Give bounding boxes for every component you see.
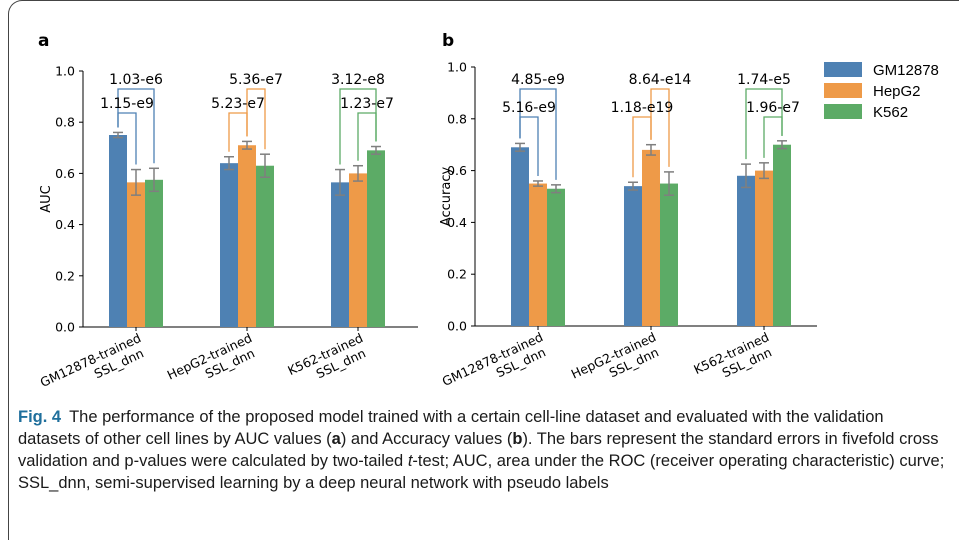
significance-bracket	[632, 116, 652, 178]
bar	[367, 150, 385, 327]
panel-b: b 0.0 0.2 0.4 0.6 0.8 1.0 Accuracy GM12878-train…	[439, 31, 817, 389]
bar	[145, 179, 163, 327]
bar	[127, 182, 145, 327]
legend-swatch	[824, 62, 862, 77]
panel-label-a: a	[38, 31, 49, 51]
significance-bracket	[117, 112, 137, 165]
y-tick-label: 0.2	[447, 267, 467, 282]
legend: GM12878 HepG2 K562	[824, 62, 939, 121]
y-tick-label: 0.2	[55, 268, 75, 283]
caption-text-2: ) and Accuracy values (	[340, 430, 513, 448]
bar	[238, 145, 256, 327]
significance-bracket	[519, 116, 539, 176]
p-value-label: 5.16-e9	[502, 100, 556, 116]
y-tick-label: 0.0	[447, 319, 467, 334]
y-tick-label: 0.0	[55, 320, 75, 335]
y-tick-label: 1.0	[55, 64, 75, 79]
bar	[660, 183, 678, 326]
p-value-label: 1.23-e7	[340, 96, 394, 112]
panel-label-b: b	[442, 31, 454, 51]
figure-caption: Fig. 4 The performance of the proposed mo…	[18, 406, 948, 494]
y-tick-label: 0.8	[55, 115, 75, 130]
caption-text-1: The performance of the proposed model tr…	[18, 408, 884, 448]
y-axis-title: AUC	[39, 185, 54, 213]
p-value-label: 1.18-e19	[611, 100, 674, 116]
bar	[755, 170, 773, 326]
y-tick-label: 0.6	[55, 166, 75, 181]
bar	[737, 175, 755, 326]
caption-ref-b: b	[512, 430, 523, 448]
y-tick-label: 0.6	[447, 163, 467, 178]
bar	[773, 144, 791, 326]
significance-bracket	[117, 88, 155, 164]
significance-bracket	[745, 88, 783, 160]
p-value-label: 4.85-e9	[511, 72, 565, 88]
p-value-label: 1.03-e6	[109, 72, 163, 88]
legend-swatch	[824, 104, 862, 119]
panel-a: a 0.0 0.2 0.4 0.6 0.8 1.0 AUC GM12878-trainedSSL…	[38, 31, 418, 390]
y-tick-label: 0.4	[55, 217, 75, 232]
caption-text-4: -test; AUC, area under the ROC (receiver…	[18, 452, 945, 492]
bar	[511, 147, 529, 326]
bar	[220, 163, 238, 327]
p-value-label: 3.12-e8	[331, 72, 385, 88]
bar	[547, 188, 565, 326]
significance-bracket	[357, 112, 377, 161]
bar	[642, 149, 660, 326]
figure-number: Fig. 4	[18, 408, 62, 426]
y-tick-label: 0.4	[447, 215, 467, 230]
figure-charts: a 0.0 0.2 0.4 0.6 0.8 1.0 AUC GM12878-trainedSSL…	[38, 31, 939, 390]
y-tick-label: 0.8	[447, 111, 467, 126]
caption-text-3: ). The bars represent the standard error…	[18, 430, 939, 470]
bar	[331, 182, 349, 327]
bar	[256, 165, 274, 327]
legend-label: HepG2	[873, 83, 921, 100]
caption-ref-a: a	[331, 430, 341, 448]
y-tick-label: 1.0	[447, 60, 467, 75]
y-axis-title: Accuracy	[439, 167, 454, 227]
significance-bracket	[519, 88, 557, 180]
bar	[349, 173, 367, 327]
p-value-label: 5.23-e7	[211, 96, 265, 112]
p-value-label: 1.15-e9	[100, 96, 154, 112]
p-value-label: 8.64-e14	[629, 72, 692, 88]
significance-bracket	[228, 112, 248, 152]
bar	[529, 183, 547, 326]
bar	[624, 186, 642, 326]
p-value-label: 1.96-e7	[746, 100, 800, 116]
p-value-label: 1.74-e5	[737, 72, 791, 88]
bar	[109, 135, 127, 327]
legend-label: K562	[873, 104, 908, 121]
legend-swatch	[824, 83, 862, 98]
caption-t: t	[407, 452, 413, 470]
legend-label: GM12878	[873, 62, 939, 79]
p-value-label: 5.36-e7	[229, 72, 283, 88]
significance-bracket	[763, 116, 783, 158]
significance-bracket	[650, 88, 670, 167]
